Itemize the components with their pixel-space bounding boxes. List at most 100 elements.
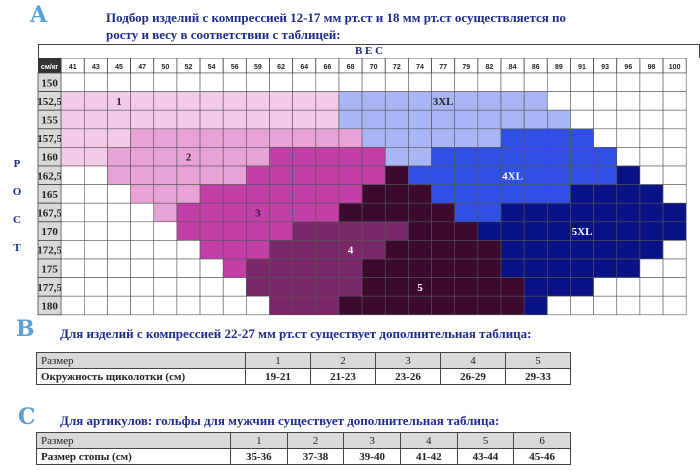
size-grid-svg: см/кг 41 43 45 47 50 52 54 56 59 62 64 66 68 70 72 74 77 7… xyxy=(37,58,687,316)
size-cell: 4 xyxy=(440,352,506,369)
grid-cell xyxy=(84,91,108,111)
grid-cell xyxy=(292,147,317,167)
grid-cell xyxy=(107,184,131,204)
grid-cell xyxy=(222,221,247,241)
grid-cell xyxy=(500,240,525,260)
weight-tick-label: 52 xyxy=(185,64,193,71)
section-c-letter: C xyxy=(18,404,36,430)
grid-cell xyxy=(176,128,201,148)
grid-cell xyxy=(546,258,571,278)
zone-label: 1 xyxy=(116,96,122,108)
grid-cell xyxy=(269,184,293,204)
grid-cell xyxy=(616,72,641,92)
grid-cell xyxy=(662,91,687,111)
grid-cell xyxy=(454,295,479,316)
weight-tick-label: 56 xyxy=(231,64,239,71)
grid-cell xyxy=(338,72,363,92)
grid-cell xyxy=(384,295,409,316)
grid-cell xyxy=(153,277,178,297)
grid-cell xyxy=(523,147,548,167)
grid-cell xyxy=(662,184,687,204)
table-header-row: Размер 1 2 3 4 5 6 xyxy=(36,432,571,449)
grid-cell xyxy=(176,277,201,297)
grid-cell xyxy=(222,91,247,111)
grid-cell xyxy=(546,109,571,130)
height-tick-label: 155 xyxy=(41,115,58,127)
grid-cell xyxy=(199,240,224,260)
grid-cell xyxy=(477,184,502,204)
weight-tick-label: 59 xyxy=(254,64,262,71)
grid-cell xyxy=(107,295,131,316)
weight-tick-label: 89 xyxy=(555,64,563,71)
grid-cell xyxy=(431,165,455,185)
grid-cell xyxy=(384,258,409,278)
zone-label: 5XL xyxy=(572,226,593,238)
grid-cell xyxy=(477,147,502,167)
grid-cell xyxy=(570,202,594,223)
grid-cell xyxy=(84,109,108,130)
value-cell: 45-46 xyxy=(513,448,571,465)
grid-cell xyxy=(246,258,270,278)
grid-cell xyxy=(269,165,293,185)
grid-cell xyxy=(84,147,108,167)
grid-cell xyxy=(662,277,687,297)
grid-cell xyxy=(176,72,201,92)
row-label: Размер стопы (см) xyxy=(36,448,231,465)
grid-cell xyxy=(431,277,455,297)
grid-cell xyxy=(222,109,247,130)
grid-cell xyxy=(384,147,409,167)
grid-cell xyxy=(84,202,108,223)
size-cell: 2 xyxy=(310,352,376,369)
grid-cell xyxy=(454,240,479,260)
value-cell: 41-42 xyxy=(399,448,458,465)
grid-cell xyxy=(408,184,432,204)
grid-cell xyxy=(153,221,178,241)
grid-cell xyxy=(60,72,85,92)
grid-cell xyxy=(292,184,317,204)
grid-cell xyxy=(84,128,108,148)
zone-label: 3 xyxy=(255,208,261,220)
grid-cell xyxy=(338,202,363,223)
zone-label: 4XL xyxy=(502,170,523,182)
grid-cell xyxy=(546,165,571,185)
grid-cell xyxy=(454,72,479,92)
grid-cell xyxy=(269,277,293,297)
grid-cell xyxy=(269,91,293,111)
grid-cell xyxy=(361,184,386,204)
grid-cell xyxy=(199,72,224,92)
grid-cell xyxy=(523,109,548,130)
grid-cell xyxy=(60,202,85,223)
grid-cell xyxy=(616,109,641,130)
grid-cell xyxy=(153,240,178,260)
grid-cell xyxy=(361,128,386,148)
grid-cell xyxy=(546,221,571,241)
grid-cell xyxy=(454,147,479,167)
grid-cell xyxy=(176,221,201,241)
grid-cell xyxy=(616,295,641,316)
size-cell: 5 xyxy=(456,432,515,449)
table-row: Размер стопы (см) 35-36 37-38 39-40 41-4… xyxy=(36,448,571,465)
grid-cell xyxy=(500,147,525,167)
grid-cell xyxy=(60,128,85,148)
grid-cell xyxy=(477,109,502,130)
corner-cell xyxy=(38,58,62,73)
grid-cell xyxy=(477,240,502,260)
grid-cell xyxy=(315,147,340,167)
value-cell: 29-33 xyxy=(505,368,571,385)
grid-cell xyxy=(315,72,340,92)
grid-cell xyxy=(546,72,571,92)
size-cell: 6 xyxy=(513,432,571,449)
grid-cell xyxy=(60,295,85,316)
section-c-heading: Для артикулов: гольфы для мужчин существ… xyxy=(60,413,500,428)
grid-cell xyxy=(269,72,293,92)
grid-cell xyxy=(222,277,247,297)
grid-cell xyxy=(523,295,548,316)
weight-tick-label: 41 xyxy=(69,64,77,71)
weight-tick-label: 98 xyxy=(648,64,656,71)
grid-cell xyxy=(431,202,455,223)
grid-cell xyxy=(593,258,618,278)
grid-cell xyxy=(593,128,618,148)
grid-cell xyxy=(384,72,409,92)
grid-cell xyxy=(454,221,479,241)
size-cell: 4 xyxy=(399,432,458,449)
